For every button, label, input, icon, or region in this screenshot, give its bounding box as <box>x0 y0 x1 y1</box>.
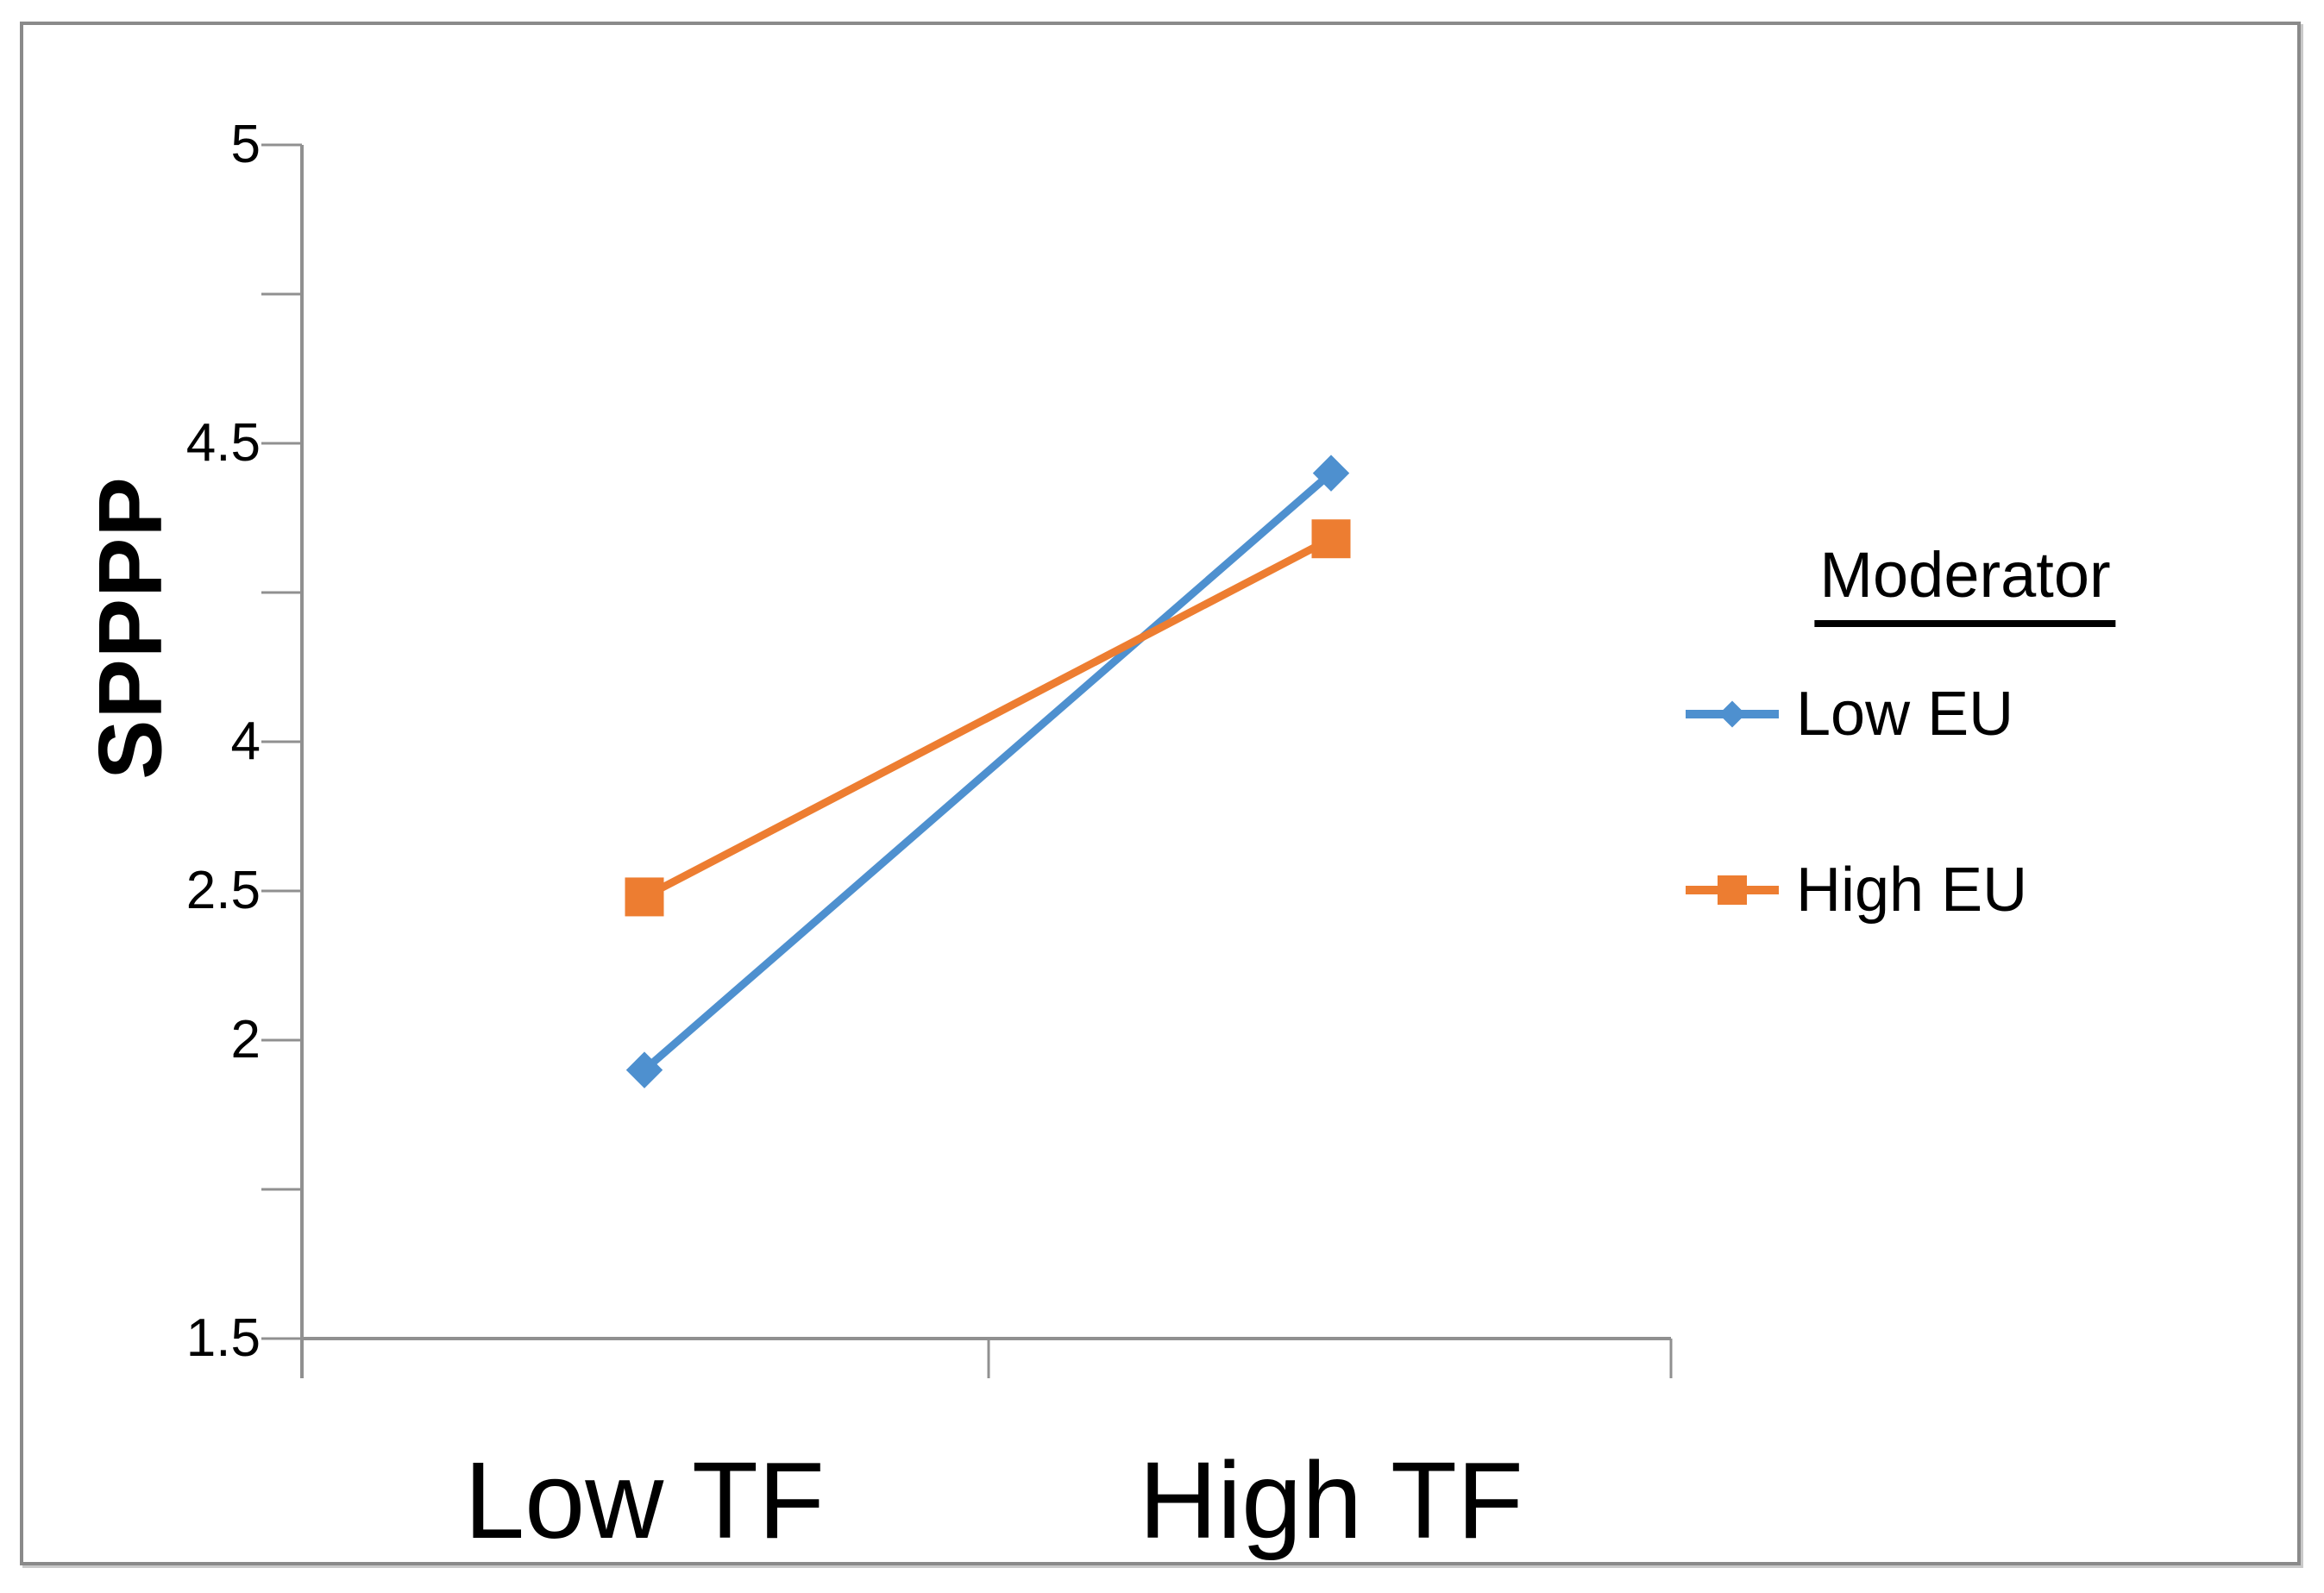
data-point-square <box>625 877 664 917</box>
legend-label: High EU <box>1796 856 2028 925</box>
legend-key-diamond <box>1686 700 1779 728</box>
figure-border <box>20 22 2301 1565</box>
data-point-diamond <box>1312 455 1350 492</box>
legend-label: Low EU <box>1796 680 2014 749</box>
y-tick-label: 2.5 <box>185 861 261 920</box>
legend-entry-high-eu: High EU <box>1684 851 2027 929</box>
category-label-low-tf: Low TF <box>464 1439 825 1561</box>
y-tick-label: 4 <box>230 712 261 771</box>
y-tick-label: 5 <box>230 115 261 174</box>
legend-key-square <box>1686 875 1779 905</box>
y-tick-label: 2 <box>230 1010 261 1069</box>
category-label-high-tf: High TF <box>1139 1439 1523 1561</box>
legend-title: Moderator <box>1814 538 2116 627</box>
data-point-square <box>1311 519 1351 559</box>
y-tick-label: 4.5 <box>185 413 261 473</box>
data-point-diamond <box>625 1051 663 1088</box>
y-tick-label: 1.5 <box>185 1308 261 1368</box>
series-line-low-eu <box>642 470 1334 1073</box>
legend-entry-low-eu: Low EU <box>1684 675 2013 753</box>
series-line-high-eu <box>642 535 1334 900</box>
